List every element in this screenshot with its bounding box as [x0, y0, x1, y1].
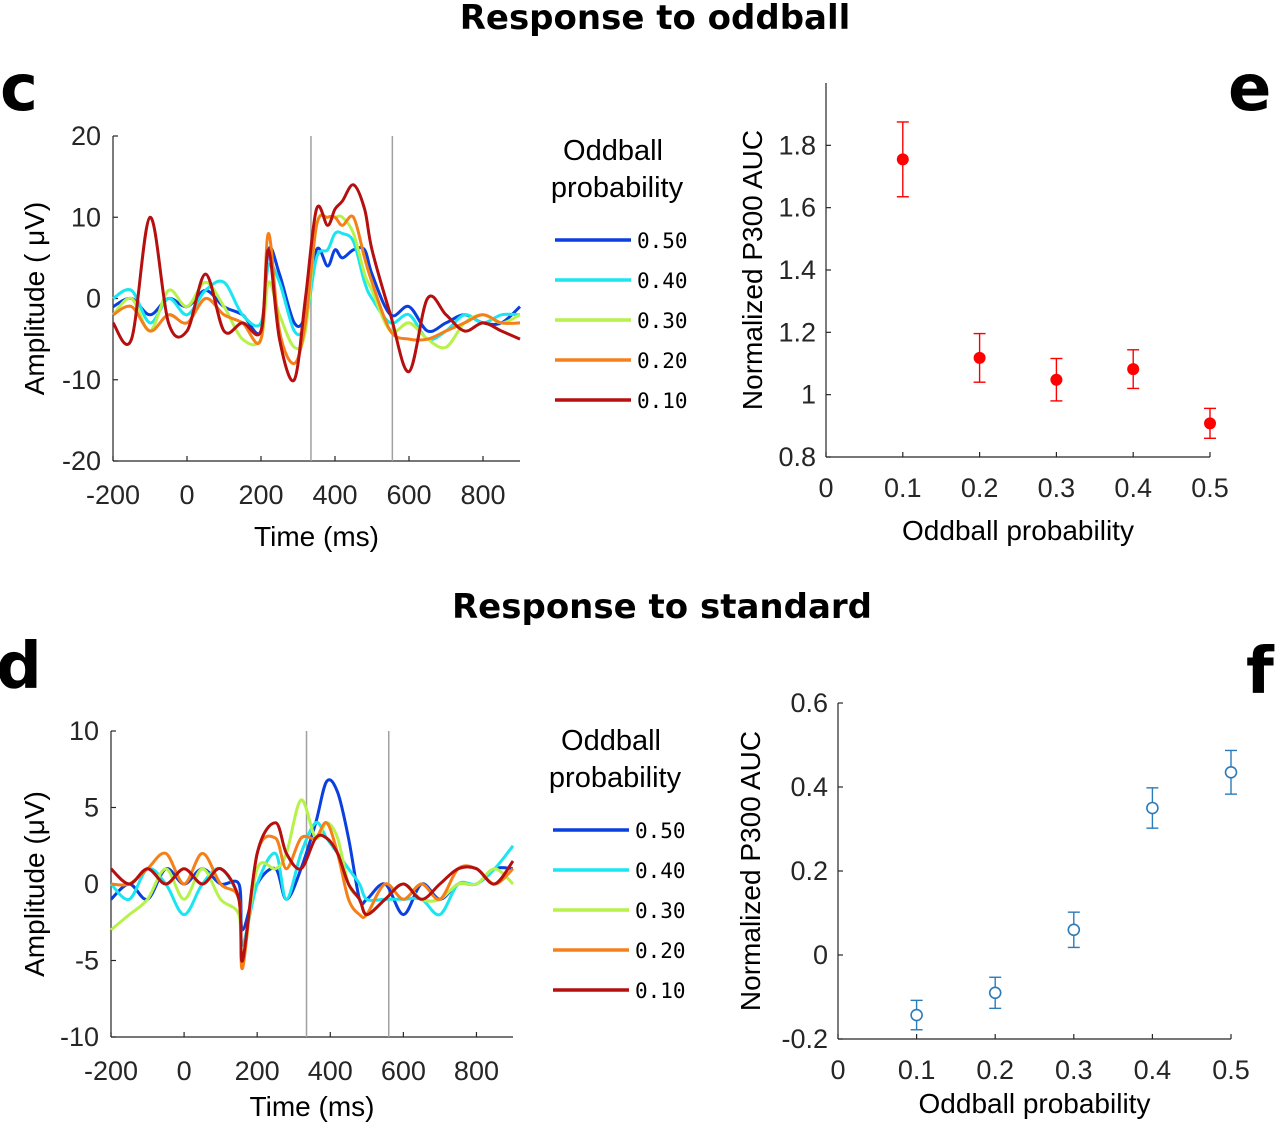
legend-label-010: 0.10	[635, 979, 686, 1003]
x-tick-label: 0.1	[884, 473, 922, 503]
x-axis-label: Oddball probability	[902, 515, 1134, 546]
legend-label-030: 0.30	[635, 899, 686, 923]
x-axis-label: Oddball probability	[919, 1088, 1151, 1119]
x-tick-label: 0.4	[1114, 473, 1152, 503]
y-tick-label: -10	[62, 365, 101, 395]
y-tick-label: 0	[84, 869, 99, 899]
y-tick-label: 0.2	[790, 856, 828, 886]
x-axis-label: Time (ms)	[254, 521, 379, 552]
x-tick-label: 0.3	[1055, 1055, 1093, 1085]
x-tick-label: 0.1	[898, 1055, 936, 1085]
series-line-020	[112, 213, 521, 366]
x-tick-label: 600	[386, 480, 431, 510]
panel-letter-f: f	[1246, 635, 1275, 709]
y-tick-label: 10	[71, 202, 101, 232]
y-tick-label: -10	[60, 1022, 99, 1052]
chart-c-oddball-erp: -20 -10 0 10 20 -200 0 200 400 600 800 Time (ms) Amp…	[19, 121, 688, 552]
chart-d-standard-erp: -10 -5 0 5 10 -200 0 200 400 600 800 Time (ms) Ampli…	[19, 716, 686, 1122]
y-tick-label: 10	[69, 716, 99, 746]
x-tick-label: -200	[86, 480, 140, 510]
panel-letter-d: d	[0, 630, 42, 704]
data-point	[1224, 765, 1238, 779]
chart-e-oddball-auc: 0.8 1 1.2 1.4 1.6 1.8 0 0.1 0.2 0.3 0.4 0.5 Oddball …	[737, 83, 1229, 546]
x-tick-label: 400	[312, 480, 357, 510]
y-tick-label: 1.2	[778, 317, 816, 347]
y-tick-label: 1	[801, 380, 816, 410]
data-point	[988, 986, 1002, 1000]
y-axis-label: Normalized P300 AUC	[735, 731, 766, 1011]
series-line-050	[109, 778, 514, 932]
x-tick-label: -200	[84, 1056, 138, 1086]
x-tick-label: 0	[179, 480, 194, 510]
y-tick-label: 1.8	[778, 130, 816, 160]
y-tick-label: 1.6	[778, 193, 816, 223]
x-tick-label: 400	[308, 1056, 353, 1086]
section-title-oddball: Response to oddball	[460, 0, 851, 38]
x-tick-label: 0	[177, 1056, 192, 1086]
y-tick-label: 0.6	[790, 688, 828, 718]
x-axis-label: Time (ms)	[250, 1091, 375, 1122]
legend-label-020: 0.20	[637, 349, 688, 373]
x-tick-label: 0.4	[1134, 1055, 1172, 1085]
legend-label-040: 0.40	[637, 269, 688, 293]
y-tick-label: 5	[84, 793, 99, 823]
y-tick-label: 0	[86, 284, 101, 314]
y-tick-label: 0	[813, 940, 828, 970]
data-point	[1146, 801, 1159, 815]
data-point	[1067, 923, 1081, 937]
y-tick-label: 20	[71, 121, 101, 151]
y-axis-label: Amplitude (μV)	[19, 791, 50, 977]
legend-title-line2: probability	[549, 762, 682, 794]
x-tick-label: 0.2	[961, 473, 999, 503]
y-axis-label: Normalized P300 AUC	[737, 130, 768, 410]
y-tick-label: 0.8	[778, 442, 816, 472]
y-tick-label: -0.2	[781, 1024, 828, 1054]
section-title-standard: Response to standard	[452, 587, 872, 627]
legend-label-050: 0.50	[637, 229, 688, 253]
legend-label-040: 0.40	[635, 859, 686, 883]
legend-title-line1: Oddball	[563, 135, 663, 167]
x-tick-label: 0.5	[1191, 473, 1229, 503]
data-point	[910, 1008, 923, 1022]
y-tick-label: 1.4	[778, 255, 816, 285]
y-tick-label: -20	[62, 446, 101, 476]
series-line-040	[109, 821, 515, 947]
data-point	[1127, 363, 1140, 376]
legend-label-050: 0.50	[635, 819, 686, 843]
legend-title-line1: Oddball	[561, 725, 661, 757]
x-tick-label: 800	[454, 1056, 499, 1086]
x-tick-label: 0.3	[1038, 473, 1076, 503]
x-tick-label: 200	[235, 1056, 280, 1086]
legend-title-line2: probability	[551, 172, 684, 204]
y-tick-label: -5	[75, 946, 99, 976]
series-line-010	[111, 183, 521, 383]
x-tick-label: 0.5	[1212, 1055, 1250, 1085]
x-tick-label: 200	[238, 480, 283, 510]
legend-label-030: 0.30	[637, 309, 688, 333]
x-tick-label: 0	[830, 1055, 845, 1085]
data-point	[1204, 417, 1216, 430]
y-tick-label: 0.4	[790, 772, 828, 802]
x-tick-label: 0	[818, 473, 833, 503]
data-point	[1050, 373, 1063, 386]
x-tick-label: 600	[381, 1056, 426, 1086]
legend-label-010: 0.10	[637, 389, 688, 413]
x-tick-label: 0.2	[976, 1055, 1014, 1085]
data-point	[973, 351, 986, 364]
data-point	[896, 153, 909, 166]
x-tick-label: 800	[460, 480, 505, 510]
legend-label-020: 0.20	[635, 939, 686, 963]
series-line-010	[109, 821, 515, 963]
y-axis-label: Amplitude ( μV)	[19, 202, 50, 396]
panel-letter-e: e	[1228, 52, 1271, 126]
panel-letter-c: c	[0, 52, 38, 126]
